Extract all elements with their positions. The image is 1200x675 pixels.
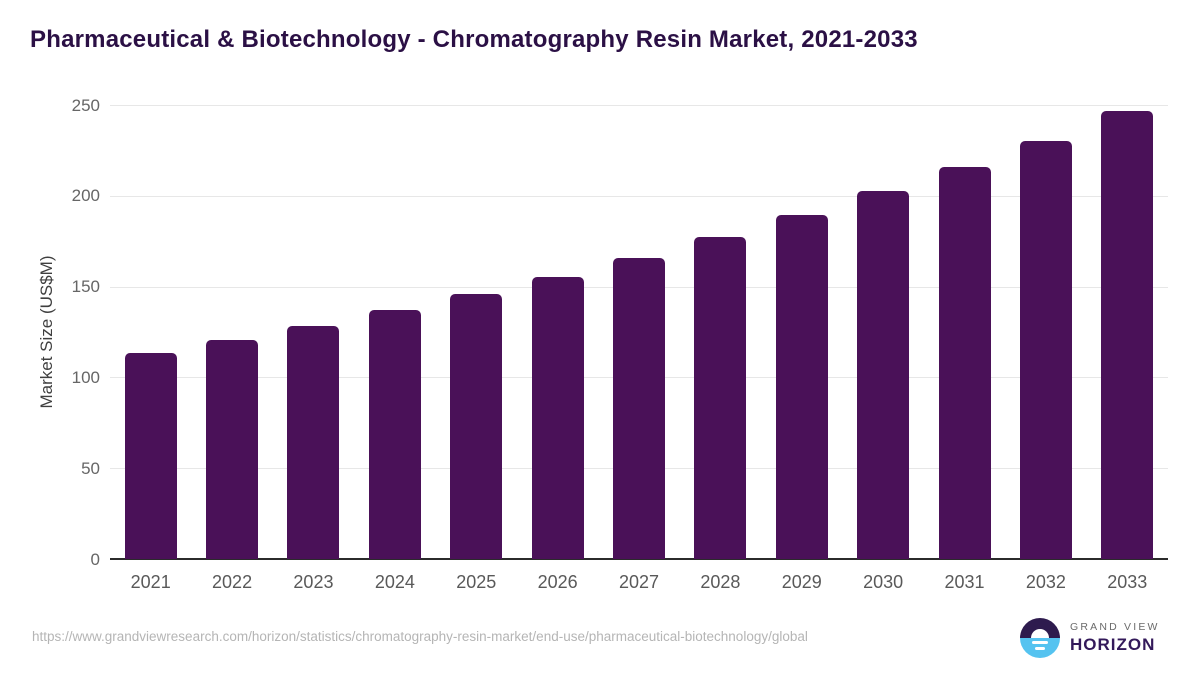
x-tick-label-2021: 2021 — [130, 572, 171, 592]
x-tick-label-2029: 2029 — [781, 572, 822, 592]
grand-view-horizon-logo: GRAND VIEW HORIZON — [1020, 618, 1160, 658]
gridline-250 — [110, 105, 1168, 106]
x-tick-label-2025: 2025 — [456, 572, 497, 592]
bar-2033 — [1101, 110, 1154, 559]
y-tick-label-200: 200 — [71, 186, 100, 206]
y-tick-label-250: 250 — [71, 95, 100, 115]
x-tick-label-2027: 2027 — [618, 572, 660, 592]
bar-2027 — [613, 258, 665, 559]
x-axis-line — [110, 558, 1168, 560]
y-tick-label-50: 50 — [81, 458, 100, 478]
chart-title: Pharmaceutical & Biotechnology - Chromat… — [30, 26, 918, 53]
x-tick-label-2031: 2031 — [944, 572, 985, 592]
bar-2025 — [450, 293, 503, 559]
bar-2022 — [206, 340, 259, 559]
logo-grand-view-text: GRAND VIEW — [1070, 621, 1160, 633]
logo-wordmark: GRAND VIEW HORIZON — [1070, 621, 1160, 655]
gridline-200 — [110, 195, 1168, 197]
bar-2023 — [287, 326, 340, 559]
bar-2026 — [531, 276, 584, 559]
bar-2031 — [938, 167, 991, 559]
x-tick-label-2028: 2028 — [700, 572, 741, 592]
x-tick-label-2024: 2024 — [374, 572, 415, 592]
x-tick-label-2032: 2032 — [1025, 572, 1066, 592]
bar-2028 — [694, 236, 747, 559]
y-tick-label-0: 0 — [90, 549, 100, 569]
x-tick-label-2030: 2030 — [863, 572, 904, 592]
logo-horizon-line-2 — [1035, 647, 1045, 650]
logo-horizon-text: HORIZON — [1070, 635, 1156, 654]
logo-top-half — [1020, 618, 1060, 638]
bar-2024 — [368, 310, 421, 559]
bar-2021 — [124, 352, 177, 559]
source-url-text: https://www.grandviewresearch.com/horizo… — [32, 629, 808, 644]
x-tick-label-2022: 2022 — [212, 572, 253, 592]
bar-2032 — [1019, 141, 1072, 559]
y-tick-label-100: 100 — [71, 367, 100, 387]
logo-sun-shape — [1031, 629, 1049, 638]
horizon-sunrise-icon — [1020, 618, 1060, 658]
y-tick-label-150: 150 — [71, 277, 100, 297]
bar-2029 — [775, 215, 828, 559]
bar-2030 — [857, 191, 910, 559]
x-tick-label-2033: 2033 — [1107, 572, 1148, 592]
x-tick-label-2023: 2023 — [293, 572, 334, 592]
x-tick-label-2026: 2026 — [537, 572, 578, 592]
logo-horizon-line-1 — [1032, 641, 1048, 644]
